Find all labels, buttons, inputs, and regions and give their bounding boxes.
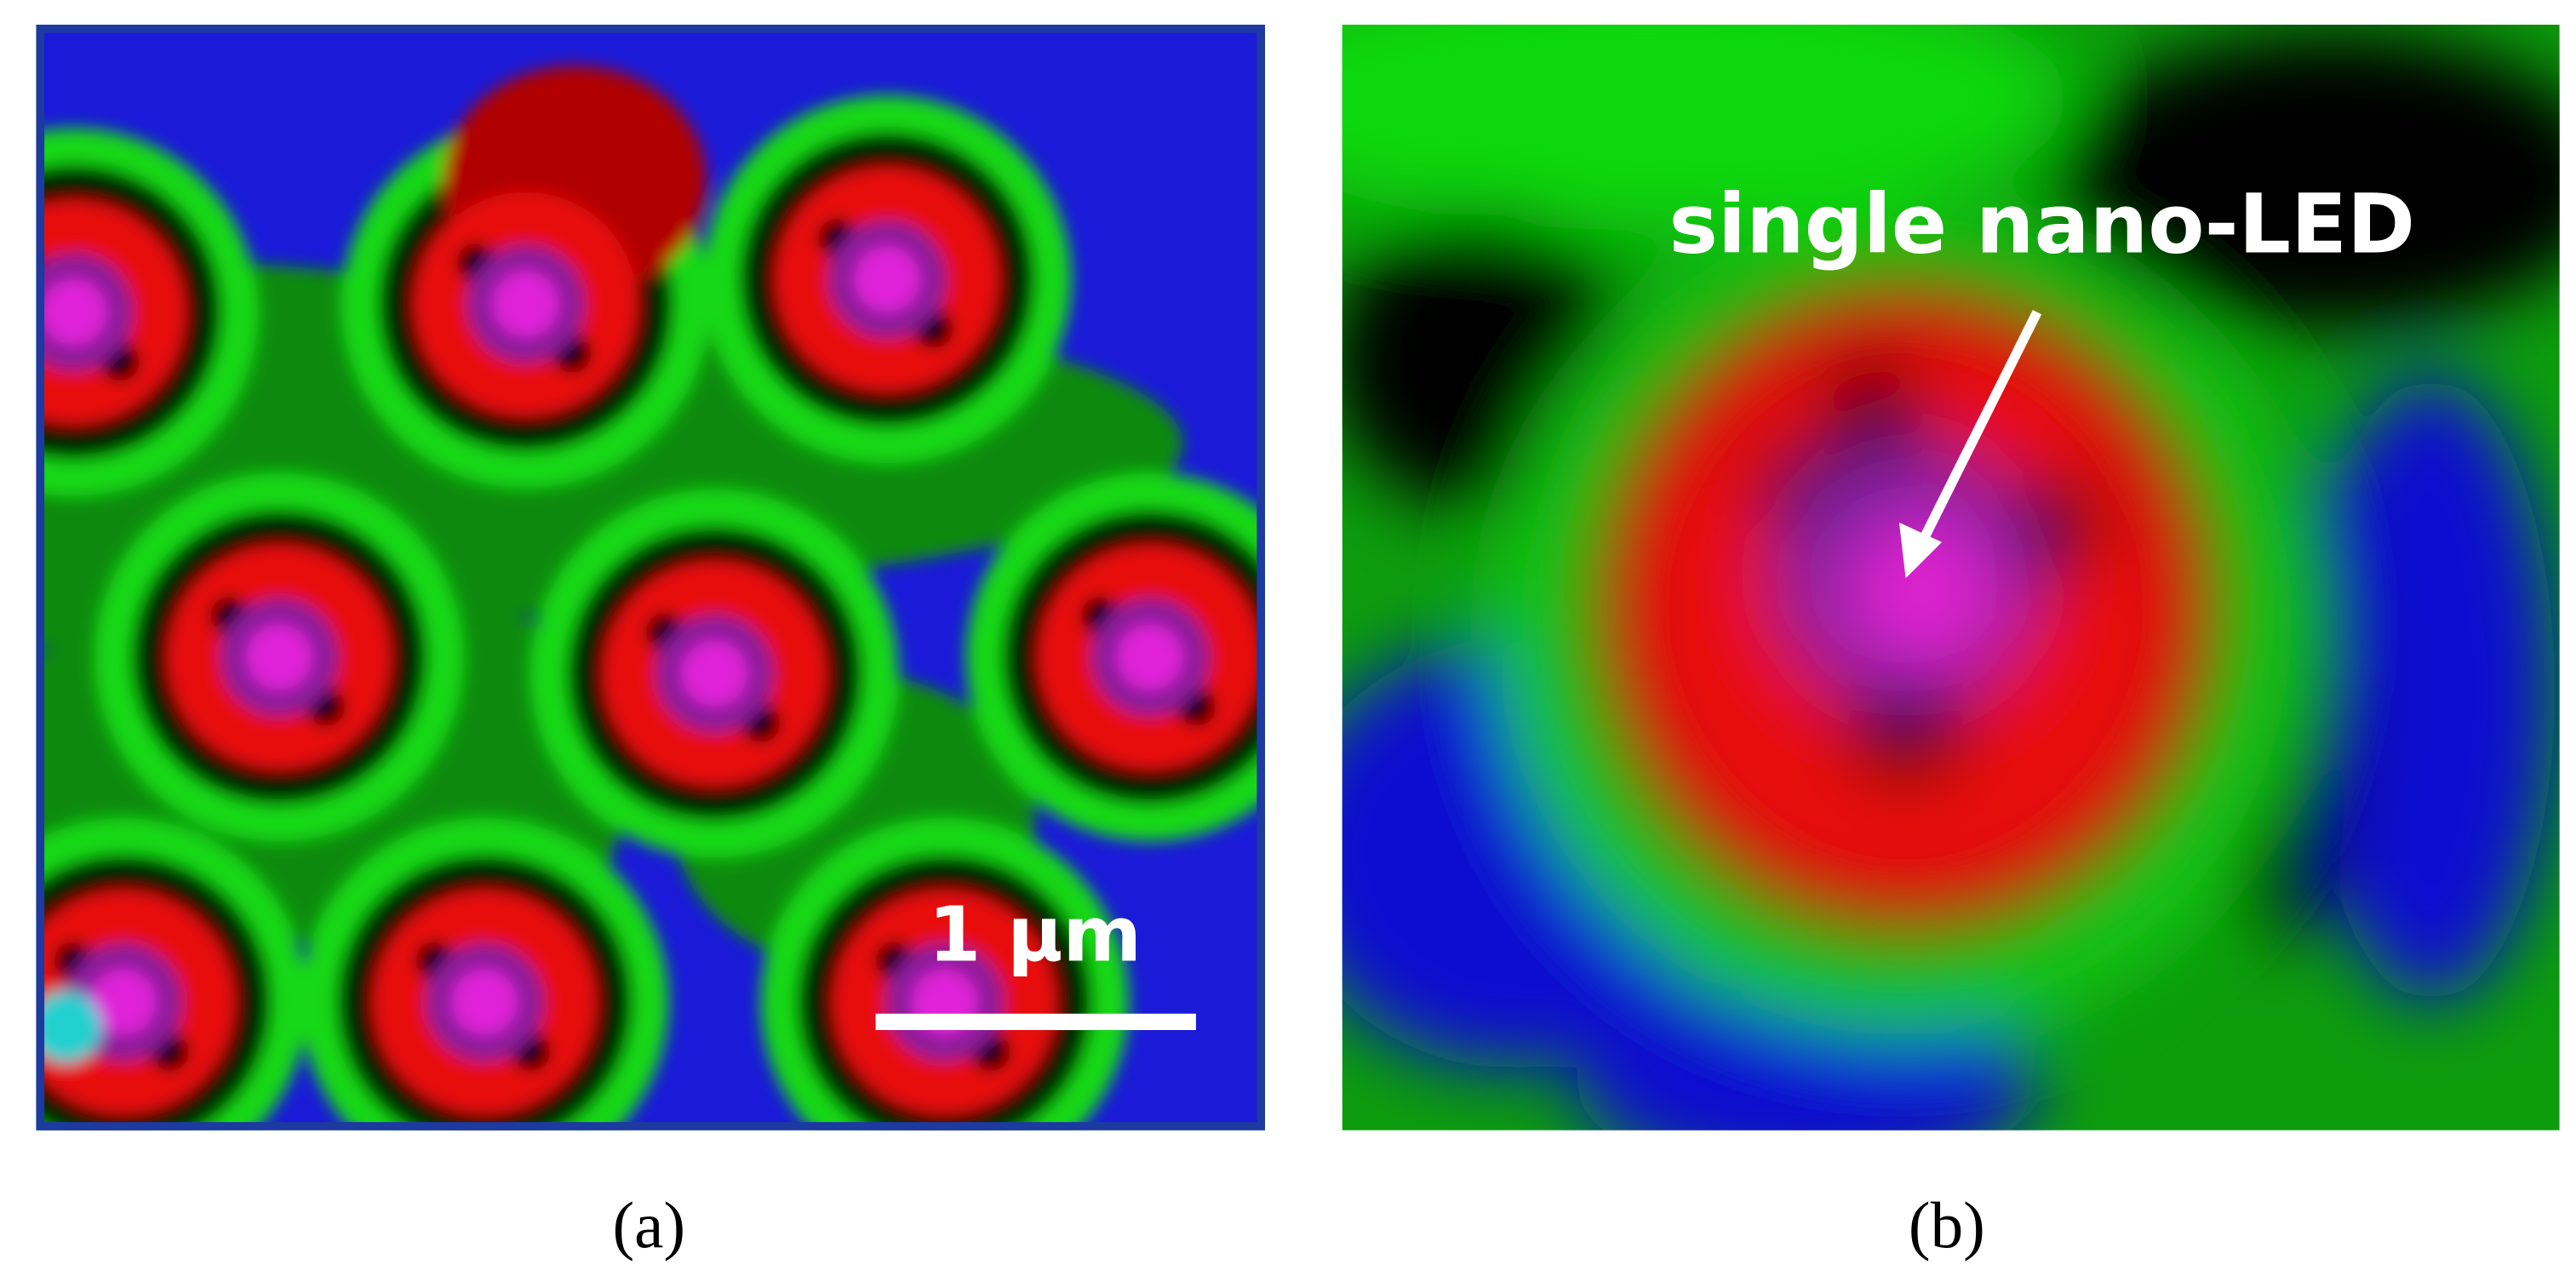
image-feature	[451, 969, 518, 1035]
panel-label: (a)	[612, 1188, 685, 1262]
panel-b-image	[1342, 24, 2560, 1131]
image-feature	[246, 624, 312, 690]
image-feature	[1117, 624, 1183, 690]
arrow-head	[1898, 522, 1943, 579]
image-feature	[681, 640, 748, 707]
panel-label: (b)	[1909, 1188, 1985, 1262]
panel-a-image	[36, 24, 1265, 1131]
image-feature	[36, 990, 102, 1063]
scale-bar-label: 1 µm	[929, 890, 1142, 978]
image-feature	[41, 279, 107, 346]
image-feature	[492, 271, 559, 337]
image-feature	[90, 969, 157, 1035]
annotation: single nano-LED	[1669, 176, 2415, 272]
arrow	[1917, 310, 2042, 545]
image-feature	[854, 246, 920, 312]
